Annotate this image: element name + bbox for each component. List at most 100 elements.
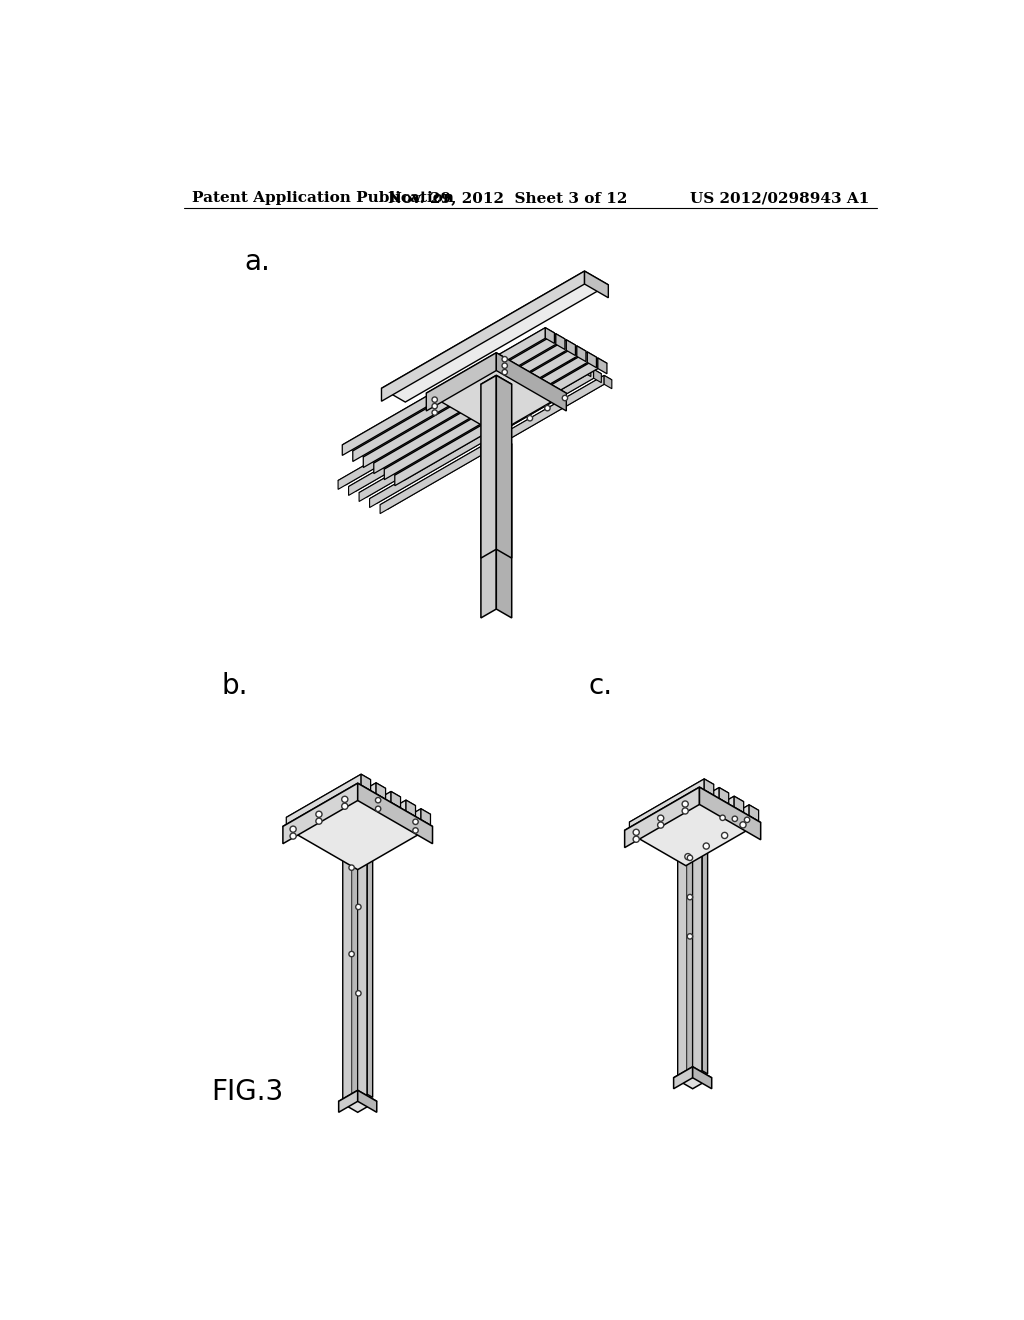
Polygon shape	[384, 352, 588, 479]
Circle shape	[740, 822, 746, 828]
Polygon shape	[374, 346, 577, 474]
Polygon shape	[382, 271, 585, 401]
Circle shape	[413, 828, 418, 833]
Polygon shape	[705, 779, 714, 796]
Circle shape	[562, 395, 567, 401]
Circle shape	[376, 807, 381, 812]
Circle shape	[315, 818, 322, 824]
Polygon shape	[598, 358, 607, 374]
Circle shape	[290, 833, 296, 840]
Polygon shape	[338, 351, 562, 490]
Polygon shape	[391, 792, 400, 808]
Circle shape	[349, 865, 354, 870]
Circle shape	[722, 833, 728, 838]
Circle shape	[744, 817, 750, 822]
Text: b.: b.	[221, 672, 248, 700]
Polygon shape	[374, 346, 586, 469]
Polygon shape	[316, 792, 391, 846]
Polygon shape	[481, 375, 497, 558]
Text: Nov. 29, 2012  Sheet 3 of 12: Nov. 29, 2012 Sheet 3 of 12	[388, 191, 628, 206]
Circle shape	[685, 854, 691, 859]
Polygon shape	[719, 788, 729, 804]
Polygon shape	[370, 370, 601, 503]
Circle shape	[732, 816, 737, 821]
Circle shape	[657, 822, 664, 828]
Circle shape	[342, 796, 348, 803]
Polygon shape	[301, 783, 386, 832]
Circle shape	[633, 836, 639, 842]
Polygon shape	[426, 352, 497, 411]
Circle shape	[376, 797, 381, 803]
Polygon shape	[346, 809, 421, 863]
Polygon shape	[674, 1067, 712, 1089]
Polygon shape	[353, 334, 556, 462]
Polygon shape	[368, 836, 373, 1097]
Text: Patent Application Publication: Patent Application Publication	[193, 191, 455, 206]
Circle shape	[432, 404, 437, 409]
Circle shape	[355, 990, 361, 997]
Polygon shape	[316, 792, 400, 840]
Polygon shape	[331, 800, 406, 854]
Polygon shape	[283, 783, 357, 843]
Circle shape	[720, 814, 725, 821]
Polygon shape	[287, 775, 371, 822]
Polygon shape	[659, 796, 743, 845]
Polygon shape	[674, 805, 759, 854]
Polygon shape	[384, 352, 596, 474]
Polygon shape	[426, 352, 566, 433]
Circle shape	[413, 820, 418, 825]
Polygon shape	[353, 334, 565, 457]
Polygon shape	[644, 788, 719, 842]
Polygon shape	[357, 783, 432, 843]
Polygon shape	[382, 271, 608, 403]
Polygon shape	[702, 836, 708, 1074]
Polygon shape	[546, 327, 554, 343]
Polygon shape	[343, 843, 352, 1109]
Polygon shape	[630, 779, 705, 833]
Polygon shape	[625, 787, 761, 866]
Polygon shape	[692, 1067, 712, 1089]
Circle shape	[687, 933, 692, 939]
Polygon shape	[583, 363, 591, 376]
Polygon shape	[674, 1067, 692, 1089]
Polygon shape	[380, 375, 604, 513]
Polygon shape	[343, 843, 357, 853]
Polygon shape	[497, 375, 512, 558]
Polygon shape	[357, 836, 373, 843]
Polygon shape	[370, 370, 594, 508]
Polygon shape	[585, 271, 608, 298]
Polygon shape	[674, 805, 750, 859]
Polygon shape	[352, 843, 357, 1106]
Polygon shape	[562, 351, 569, 364]
Polygon shape	[497, 352, 566, 411]
Polygon shape	[594, 370, 601, 383]
Circle shape	[342, 803, 348, 809]
Circle shape	[687, 895, 692, 900]
Polygon shape	[659, 796, 734, 850]
Polygon shape	[376, 783, 386, 800]
Polygon shape	[625, 787, 699, 847]
Polygon shape	[481, 436, 512, 453]
Text: FIG.3: FIG.3	[211, 1077, 284, 1106]
Polygon shape	[287, 775, 361, 829]
Polygon shape	[357, 1090, 377, 1113]
Polygon shape	[359, 363, 583, 502]
Polygon shape	[734, 796, 743, 813]
Polygon shape	[346, 809, 430, 858]
Polygon shape	[357, 836, 368, 1100]
Circle shape	[633, 829, 639, 836]
Polygon shape	[692, 836, 708, 843]
Polygon shape	[357, 841, 364, 1104]
Polygon shape	[630, 779, 714, 828]
Polygon shape	[364, 339, 575, 462]
Polygon shape	[406, 800, 416, 817]
Polygon shape	[352, 841, 364, 847]
Polygon shape	[497, 436, 512, 618]
Circle shape	[290, 826, 296, 832]
Circle shape	[432, 411, 437, 416]
Polygon shape	[331, 800, 416, 849]
Polygon shape	[481, 436, 497, 618]
Polygon shape	[687, 841, 698, 847]
Polygon shape	[577, 346, 586, 362]
Text: a.: a.	[245, 248, 270, 276]
